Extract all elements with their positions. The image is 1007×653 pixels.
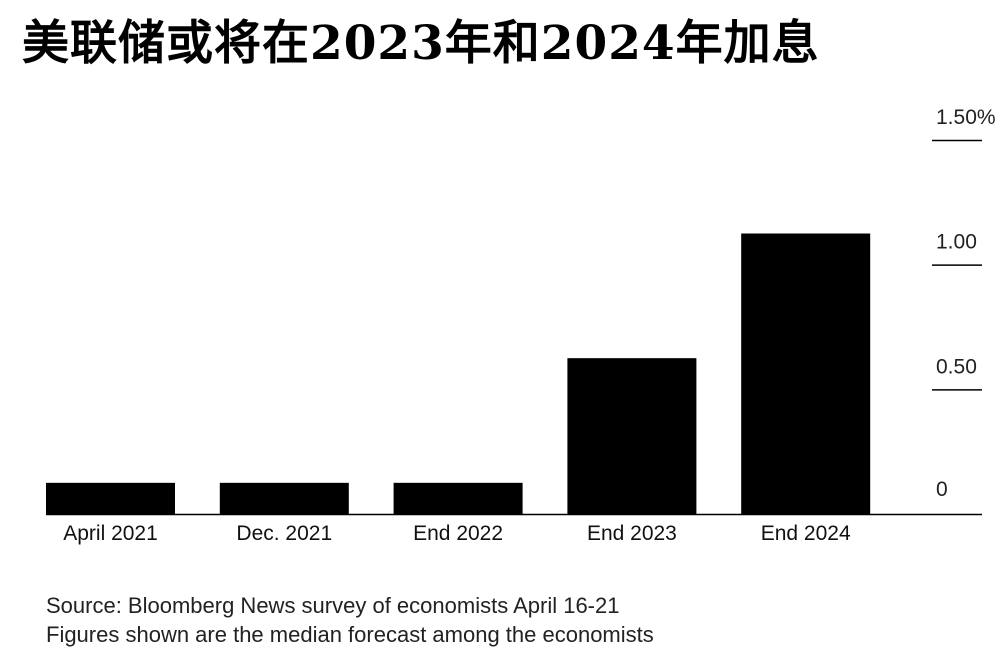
x-tick-label: April 2021	[63, 522, 158, 545]
chart-title: 美联储或将在2023年和2024年加息	[22, 16, 820, 71]
x-tick-label: End 2023	[587, 522, 677, 545]
figures-note: Figures shown are the median forecast am…	[46, 622, 654, 647]
y-tick-label: 1.00	[936, 231, 977, 254]
y-tick-label: 0	[936, 478, 948, 501]
x-tick-label: End 2022	[413, 522, 503, 545]
y-tick-label: 1.50%	[936, 106, 996, 129]
bar	[219, 482, 349, 514]
y-tick-label: 0.50	[936, 355, 977, 378]
x-tick-label: Dec. 2021	[236, 522, 332, 545]
bar	[393, 482, 523, 514]
x-tick-label: End 2024	[761, 522, 851, 545]
bar	[741, 233, 871, 514]
bar	[567, 358, 697, 514]
footnotes: Source: Bloomberg News survey of economi…	[46, 591, 654, 649]
source-note: Source: Bloomberg News survey of economi…	[46, 593, 620, 618]
bar	[46, 482, 175, 514]
